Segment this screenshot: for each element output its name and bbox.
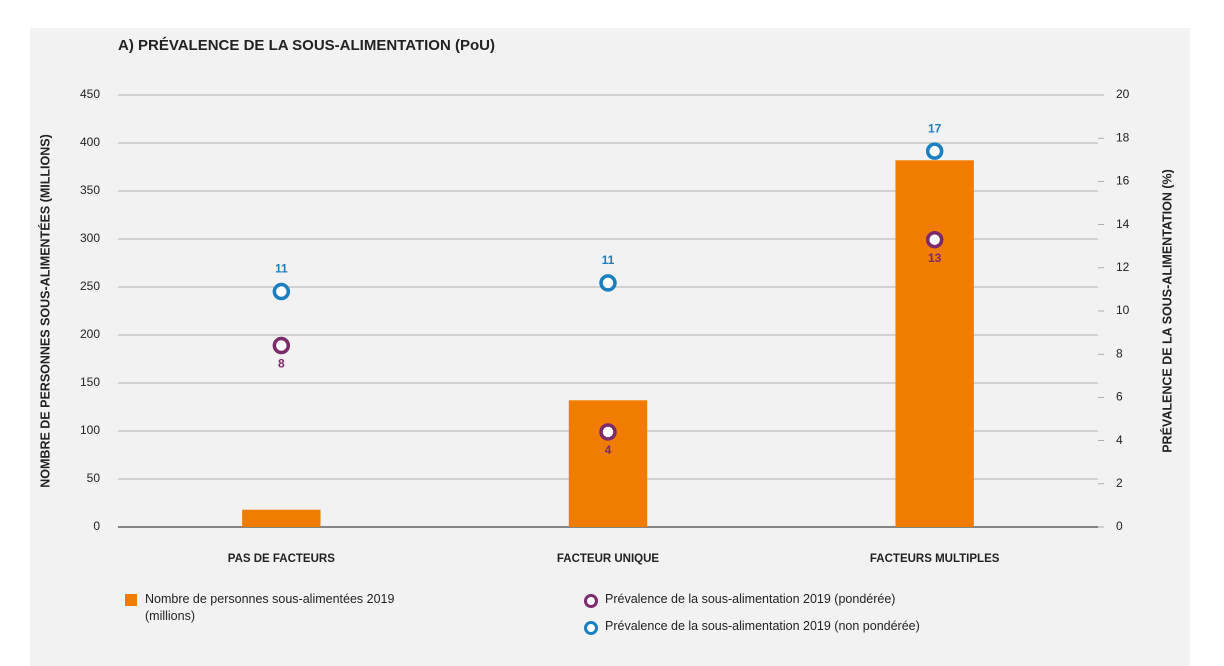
chart-title: A) PRÉVALENCE DE LA SOUS-ALIMENTATION (P… [118,37,495,54]
y-tick-label: 400 [80,135,100,149]
legend-label: Prévalence de la sous-alimentation 2019 … [605,592,896,606]
data-label: 8 [278,357,285,371]
y-tick-label: 300 [80,231,100,245]
y2-tick-label: 16 [1116,174,1130,188]
legend-label: Nombre de personnes sous-alimentées 2019… [145,592,395,623]
y2-tick-label: 0 [1116,519,1123,533]
marker [599,274,617,292]
marker [599,423,617,441]
y-tick-label: 0 [93,519,100,533]
y-tick-label: 350 [80,183,100,197]
bar [568,400,648,527]
data-label: 13 [928,251,942,265]
y-tick-label: 250 [80,279,100,293]
y-tick-label: 450 [80,87,100,101]
y-axis-label: NOMBRE DE PERSONNES SOUS-ALIMENTÉES (MIL… [37,134,52,488]
bar [242,509,321,527]
y-tick-label: 100 [80,423,100,437]
y2-tick-label: 2 [1116,476,1123,490]
panel [30,28,1190,666]
data-label: 4 [605,443,612,457]
data-label: 11 [602,253,615,267]
legend-label: Prévalence de la sous-alimentation 2019 … [605,619,920,633]
y2-axis-label: PRÉVALENCE DE LA SOUS-ALIMENTATION (%) [1159,169,1174,453]
marker [272,282,291,301]
marker [925,230,944,249]
x-tick-label: FACTEUR UNIQUE [557,553,660,565]
x-tick-label: FACTEURS MULTIPLES [870,553,1000,565]
legend-swatch [125,594,137,606]
bar [895,160,974,527]
y2-tick-label: 20 [1116,87,1130,101]
y2-tick-label: 12 [1116,260,1130,274]
marker [925,142,944,160]
y2-tick-label: 18 [1116,130,1130,144]
y2-tick-label: 6 [1116,390,1123,404]
data-label: 17 [928,121,942,135]
y-tick-label: 150 [80,375,100,389]
y2-tick-label: 14 [1116,217,1130,231]
y-tick-label: 200 [80,327,100,341]
marker [272,336,291,355]
y2-tick-label: 8 [1116,346,1123,360]
y2-tick-label: 4 [1116,433,1123,447]
y2-tick-label: 10 [1116,303,1130,317]
y-tick-label: 50 [87,471,101,485]
x-tick-label: PAS DE FACTEURS [228,553,335,565]
data-label: 11 [275,262,288,276]
legend-swatch [584,621,598,635]
legend-swatch [584,594,598,608]
